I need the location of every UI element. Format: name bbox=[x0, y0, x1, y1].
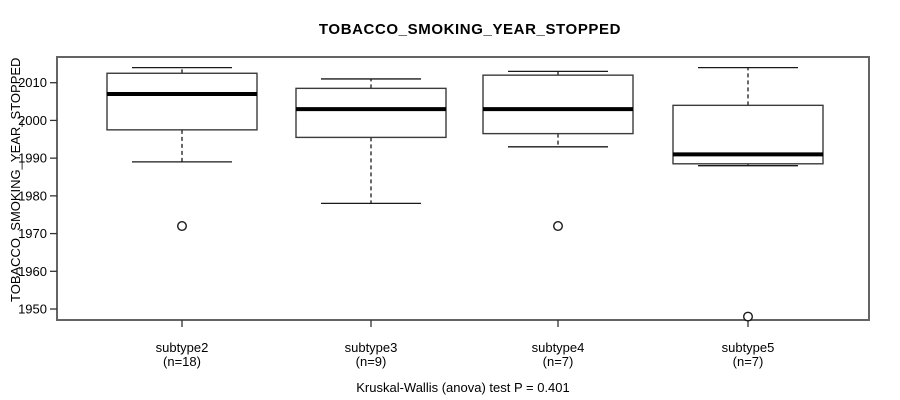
y-tick-label: 2010 bbox=[18, 75, 47, 90]
outlier-point bbox=[176, 221, 187, 232]
statistical-test-note: Kruskal-Wallis (anova) test P = 0.401 bbox=[356, 380, 570, 395]
iqr-box bbox=[106, 72, 258, 131]
y-tick-label: 1980 bbox=[18, 188, 47, 203]
iqr-box bbox=[295, 87, 447, 139]
x-category-label: subtype3 bbox=[345, 340, 398, 355]
x-count-label: (n=7) bbox=[543, 354, 574, 369]
x-category-label: subtype2 bbox=[156, 340, 209, 355]
chart-title: TOBACCO_SMOKING_YEAR_STOPPED bbox=[318, 21, 622, 38]
iqr-box bbox=[482, 74, 634, 135]
y-tick-label: 1950 bbox=[18, 302, 47, 317]
x-count-label: (n=9) bbox=[356, 354, 387, 369]
x-category-label: subtype4 bbox=[532, 340, 585, 355]
y-tick-label: 2000 bbox=[18, 113, 47, 128]
plot-frame bbox=[56, 56, 870, 321]
y-tick-label: 1970 bbox=[18, 226, 47, 241]
x-count-label: (n=7) bbox=[733, 354, 764, 369]
y-tick-label: 1990 bbox=[18, 151, 47, 166]
x-category-label: subtype5 bbox=[722, 340, 775, 355]
outlier-point bbox=[743, 311, 754, 322]
outlier-point bbox=[553, 221, 564, 232]
x-count-label: (n=18) bbox=[163, 354, 201, 369]
y-tick-label: 1960 bbox=[18, 264, 47, 279]
